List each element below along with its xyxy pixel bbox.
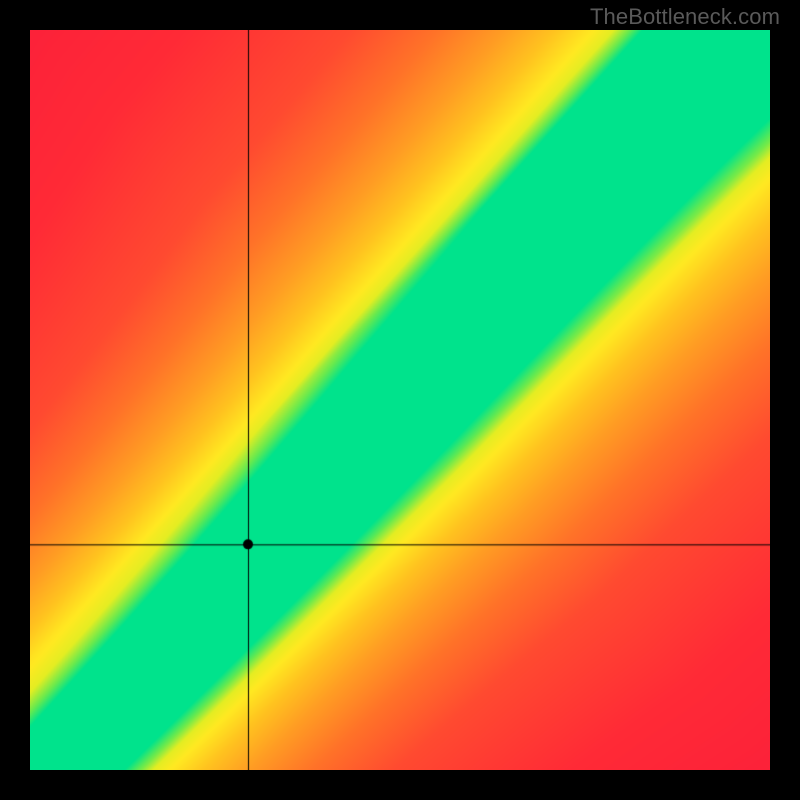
chart-container: TheBottleneck.com — [0, 0, 800, 800]
bottleneck-heatmap — [30, 30, 770, 770]
watermark-text: TheBottleneck.com — [590, 4, 780, 30]
